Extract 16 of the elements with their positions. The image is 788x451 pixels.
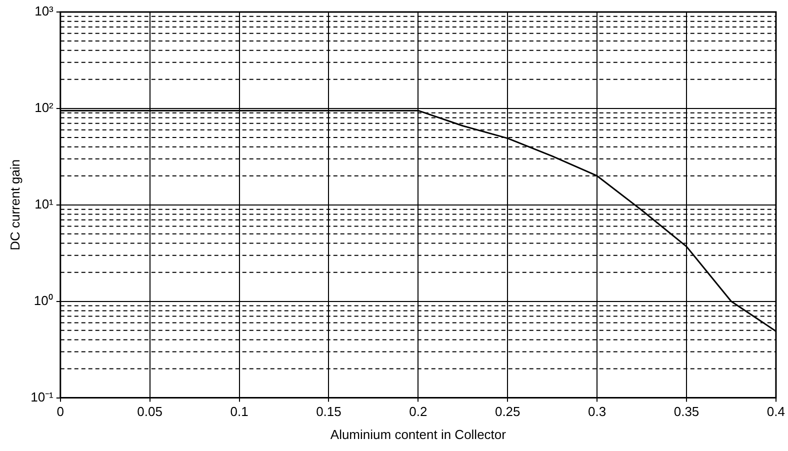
x-tick-label: 0.05 [137,404,162,420]
y-tick-label: 10⁻¹ [30,389,54,404]
x-tick-label: 0.4 [766,404,786,420]
x-axis-title: Aluminium content in Collector [330,426,507,442]
y-tick-label: 10³ [34,4,54,19]
x-tick-label: 0 [56,404,64,420]
x-tick-label: 0.15 [316,404,342,420]
y-tick-label: 10² [34,100,54,116]
x-tick-label: 0.2 [409,404,428,420]
y-tick-label: 10¹ [34,196,54,212]
y-tick-label: 10⁰ [34,292,54,308]
x-tick-label: 0.3 [588,404,606,420]
x-tick-label: 0.1 [230,404,248,420]
y-axis-title: DC current gain [7,159,22,250]
x-tick-label: 0.35 [674,404,700,420]
x-tick-label: 0.25 [494,404,520,420]
